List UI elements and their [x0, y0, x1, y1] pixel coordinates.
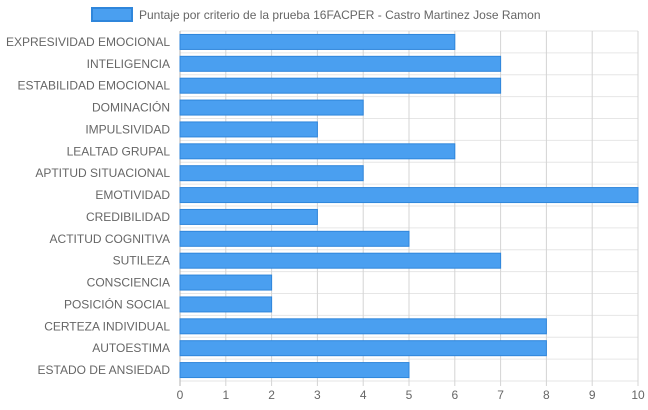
bar[interactable]	[179, 208, 318, 225]
category-label: ESTADO DE ANSIEDAD	[38, 363, 171, 377]
bar[interactable]	[179, 230, 410, 247]
x-tick-label: 3	[314, 388, 321, 402]
x-tick-label: 1	[222, 388, 229, 402]
x-tick-label: 7	[497, 388, 504, 402]
x-axis-tick-labels: 0 1 2 3 4 5 6 7 8 9 10	[177, 388, 645, 402]
category-label: POSICIÓN SOCIAL	[64, 296, 170, 311]
bar[interactable]	[179, 143, 456, 160]
category-label: DOMINACIÓN	[92, 100, 170, 115]
bar[interactable]	[179, 340, 547, 357]
bar[interactable]	[179, 318, 547, 335]
category-label: EMOTIVIDAD	[95, 188, 170, 202]
legend[interactable]: Puntaje por criterio de la prueba 16FACP…	[91, 7, 541, 22]
category-label: ESTABILIDAD EMOCIONAL	[18, 79, 171, 93]
category-label: LEALTAD GRUPAL	[67, 144, 171, 158]
bar[interactable]	[179, 77, 502, 94]
bar[interactable]	[179, 296, 273, 313]
bar[interactable]	[179, 187, 639, 204]
category-label: CREDIBILIDAD	[86, 210, 170, 224]
x-tick-label: 5	[406, 388, 413, 402]
category-label: CERTEZA INDIVIDUAL	[44, 319, 170, 333]
bar[interactable]	[179, 33, 456, 50]
bar[interactable]	[179, 274, 273, 291]
x-tick-label: 9	[589, 388, 596, 402]
bar[interactable]	[179, 362, 410, 379]
x-tick-label: 0	[177, 388, 184, 402]
category-label: SUTILEZA	[113, 254, 170, 268]
category-label: AUTOESTIMA	[92, 341, 170, 355]
bar[interactable]	[179, 252, 502, 269]
bar[interactable]	[179, 165, 364, 182]
x-tick-label: 10	[631, 388, 645, 402]
bars	[179, 33, 639, 379]
category-label: EXPRESIVIDAD EMOCIONAL	[6, 35, 170, 49]
x-tick-label: 8	[543, 388, 550, 402]
category-label: INTELIGENCIA	[87, 57, 170, 71]
category-label: CONSCIENCIA	[87, 276, 170, 290]
category-label: APTITUD SITUACIONAL	[35, 166, 170, 180]
x-tick-label: 2	[268, 388, 275, 402]
category-label: IMPULSIVIDAD	[85, 122, 170, 136]
bar[interactable]	[179, 99, 364, 116]
category-labels: EXPRESIVIDAD EMOCIONAL INTELIGENCIA ESTABI…	[6, 35, 170, 377]
bar[interactable]	[179, 55, 502, 72]
category-label: ACTITUD COGNITIVA	[50, 232, 170, 246]
x-tick-label: 4	[360, 388, 367, 402]
legend-label[interactable]: Puntaje por criterio de la prueba 16FACP…	[139, 8, 541, 22]
x-tick-label: 6	[451, 388, 458, 402]
bar[interactable]	[179, 121, 318, 138]
legend-swatch[interactable]	[91, 7, 133, 22]
